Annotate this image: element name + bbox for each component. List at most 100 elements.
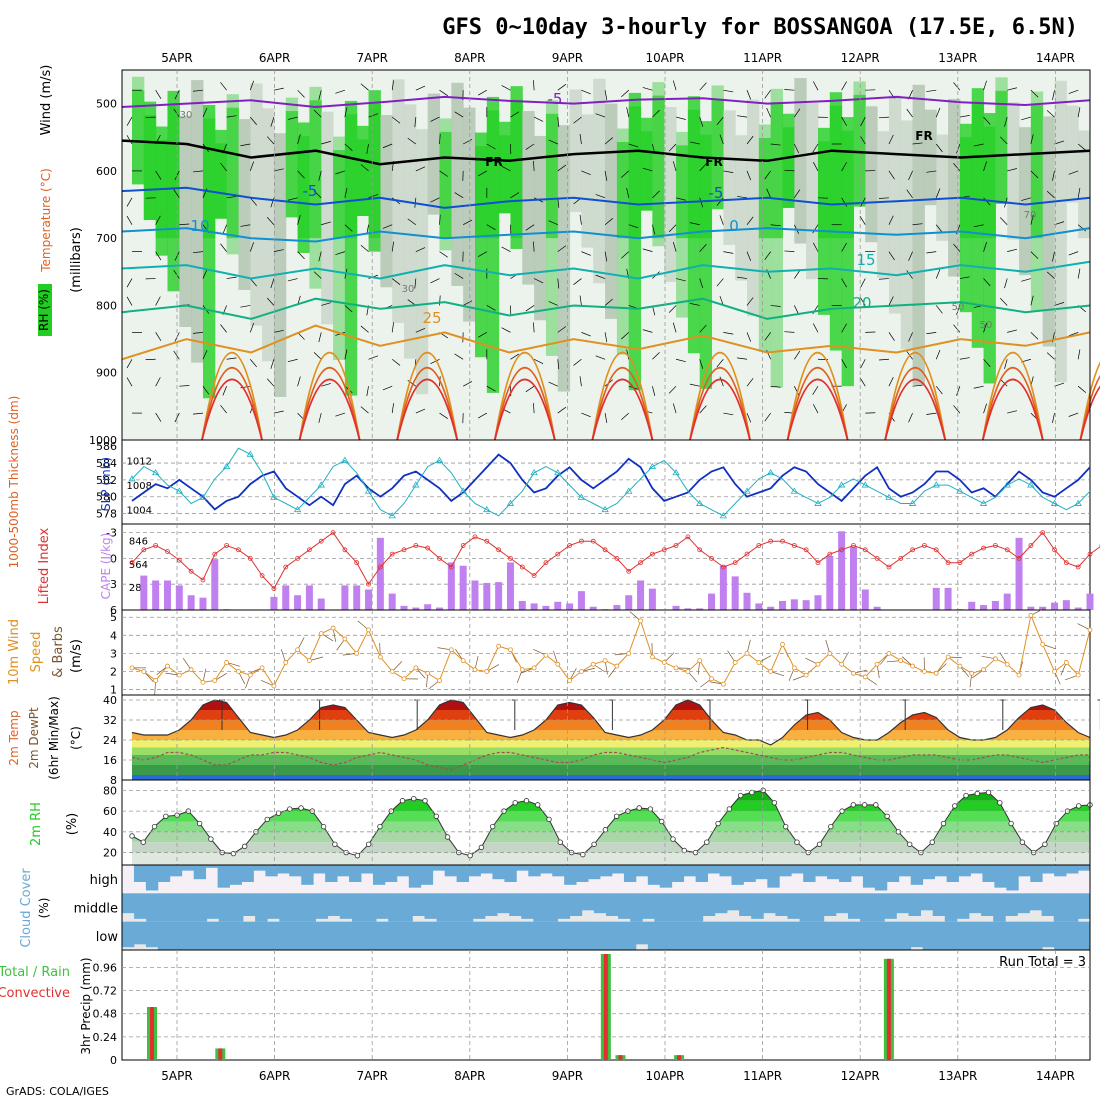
wind10m-point — [141, 669, 147, 674]
rh-shade-cell — [273, 133, 287, 397]
lifted-index-point — [756, 543, 762, 548]
cloud-cell — [182, 893, 195, 922]
wind-barb — [533, 116, 544, 122]
wind10m-point — [827, 651, 833, 656]
wind-barb — [462, 381, 473, 387]
wind-barb — [557, 164, 567, 172]
cape-bar — [1086, 593, 1094, 610]
cloud-cell — [944, 893, 958, 922]
surface-isotherm — [689, 367, 751, 441]
cloud-cell — [472, 893, 486, 919]
wind-barb — [439, 295, 441, 306]
cape-bar — [1039, 606, 1047, 610]
lifted-index-point — [354, 560, 360, 566]
wind-barb — [155, 170, 162, 180]
wind-barb — [557, 245, 567, 252]
wind-barb — [126, 377, 133, 387]
cloud-cell — [982, 865, 995, 882]
cloud-cell — [1078, 921, 1091, 950]
cloud-cell — [509, 893, 522, 916]
wind-barb — [983, 278, 991, 287]
wind-barb — [439, 133, 441, 145]
rh-shade-cell — [1078, 130, 1091, 239]
rh2m-unit-label: (%) — [65, 813, 80, 836]
slp-point — [530, 468, 538, 476]
cloud-cell — [349, 921, 362, 950]
wind10m-point — [1087, 627, 1093, 633]
wind10m-point — [1075, 672, 1081, 678]
wind-barb — [391, 403, 394, 414]
wind-barb — [173, 270, 180, 279]
rh2m-band — [132, 842, 1090, 853]
wind-barb — [533, 241, 535, 252]
lifted-index-point — [1052, 547, 1057, 553]
wind-axis-label: Wind (m/s) — [39, 65, 54, 136]
wind-barb — [1000, 136, 1008, 145]
cloud-cell — [647, 921, 661, 950]
rh-shade-cell — [758, 137, 772, 239]
cloud-cell — [714, 893, 728, 914]
slp-point — [341, 456, 349, 463]
wind-barb — [859, 216, 866, 225]
cloud-cell — [325, 921, 338, 950]
cloud-cell — [874, 921, 888, 950]
wind-barb — [391, 322, 394, 333]
thickness-slp-series-line — [131, 447, 1091, 517]
wind-barb — [719, 376, 724, 387]
cloud-cell — [301, 921, 314, 950]
rh-shade-cell — [439, 131, 452, 239]
wind10m-point — [957, 663, 963, 669]
rh2m-point — [659, 818, 665, 825]
wind-barb — [604, 170, 608, 181]
slp-point — [625, 487, 633, 494]
wind-barb — [1052, 90, 1055, 101]
lifted-index-point — [685, 534, 691, 540]
cape-bar — [719, 565, 727, 610]
precip-convective-bar — [150, 1007, 154, 1060]
slp-point — [672, 468, 680, 476]
temperature-axis-label-1: 2m Temp — [7, 710, 21, 765]
wind-barb — [959, 357, 970, 360]
wind-barb — [841, 359, 847, 369]
surface-isotherm — [786, 378, 849, 441]
wind-barb — [595, 355, 606, 360]
wind-barb — [273, 87, 284, 91]
lifted-index-point — [851, 543, 856, 548]
cape-bar — [341, 585, 349, 610]
lifted-index-point — [1028, 543, 1034, 548]
cape-bar — [743, 592, 751, 610]
wind10m-point — [165, 663, 170, 669]
wind10m-point — [992, 656, 998, 662]
wind10m-tick-label: 1 — [110, 684, 117, 697]
wind-barb — [689, 383, 700, 387]
wind-barb — [220, 162, 227, 172]
wind-barb — [766, 188, 771, 198]
slp-point — [648, 462, 657, 470]
slp-axis-label: SLP (mb) — [99, 457, 113, 511]
cloud-cell — [552, 921, 565, 950]
lifted-index-point — [732, 560, 738, 566]
wind-barb — [1077, 187, 1081, 198]
thickness-tick-label: 584 — [96, 457, 117, 470]
wind10m-point — [283, 660, 289, 665]
rh-shade-cell — [1007, 102, 1020, 240]
rh2m-point — [737, 792, 744, 799]
wind10m-point — [768, 669, 774, 674]
wind-barb — [477, 89, 487, 96]
wind-barb — [249, 161, 255, 172]
lifted-index-point — [744, 551, 750, 557]
rh-shade-cell — [593, 78, 606, 284]
cloud-cell — [666, 893, 679, 922]
cloud-cell — [803, 921, 816, 950]
wind-barb — [770, 143, 781, 146]
wind-barb — [533, 403, 535, 414]
cape-bar — [838, 531, 846, 610]
wind-barb — [926, 412, 937, 415]
wind-barb — [926, 89, 937, 92]
wind-barb — [689, 303, 700, 306]
cloud-cell — [157, 865, 171, 882]
cloud-cell — [552, 865, 565, 877]
cloud-cell — [874, 865, 888, 891]
cloud-cell — [727, 893, 740, 911]
rh-shade-cell — [451, 82, 464, 286]
